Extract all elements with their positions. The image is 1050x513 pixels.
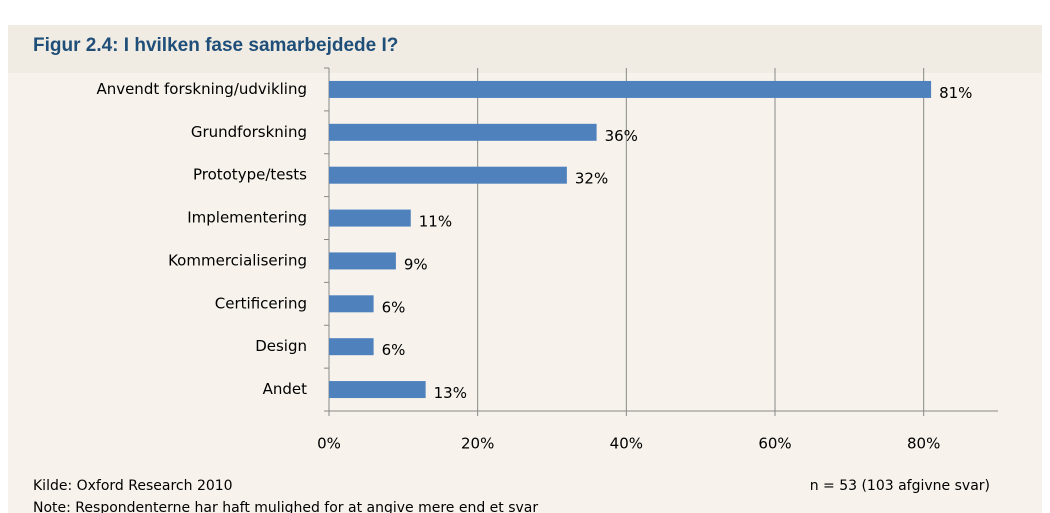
y-tick-label: Grundforskning — [191, 123, 307, 141]
y-tick-label: Design — [255, 337, 307, 355]
value-label: 36% — [605, 127, 638, 145]
x-tick-label: 0% — [317, 435, 341, 453]
x-tick-label: 40% — [610, 435, 643, 453]
value-label: 81% — [939, 84, 972, 102]
chart-title: Figur 2.4: I hvilken fase samarbejdede I… — [33, 35, 398, 56]
y-tick-label: Implementering — [187, 209, 307, 227]
source: Kilde: Oxford Research 2010 — [33, 478, 233, 494]
x-tick-label: 20% — [461, 435, 494, 453]
value-label: 9% — [404, 255, 428, 273]
title-band — [8, 25, 1042, 73]
value-label: 11% — [419, 213, 452, 231]
x-tick-label: 60% — [758, 435, 791, 453]
bar — [329, 295, 374, 313]
value-label: 13% — [434, 384, 467, 402]
bar — [329, 123, 597, 141]
y-tick-label: Anvendt forskning/udvikling — [96, 80, 307, 98]
bar — [329, 80, 932, 98]
sample-size: n = 53 (103 afgivne svar) — [810, 478, 990, 494]
bar — [329, 166, 567, 184]
value-label: 32% — [575, 170, 608, 188]
bar — [329, 209, 411, 227]
y-tick-label: Kommercialisering — [168, 251, 307, 269]
y-tick-label: Andet — [263, 380, 308, 398]
bar — [329, 338, 374, 356]
y-tick-label: Certificering — [215, 294, 307, 312]
bar — [329, 381, 426, 399]
value-label: 6% — [382, 298, 406, 316]
value-label: 6% — [382, 341, 406, 359]
background — [8, 25, 1042, 513]
y-tick-label: Prototype/tests — [193, 166, 307, 184]
bar — [329, 252, 396, 270]
x-tick-label: 80% — [907, 435, 940, 453]
note: Note: Respondenterne har haft mulighed f… — [33, 500, 538, 513]
